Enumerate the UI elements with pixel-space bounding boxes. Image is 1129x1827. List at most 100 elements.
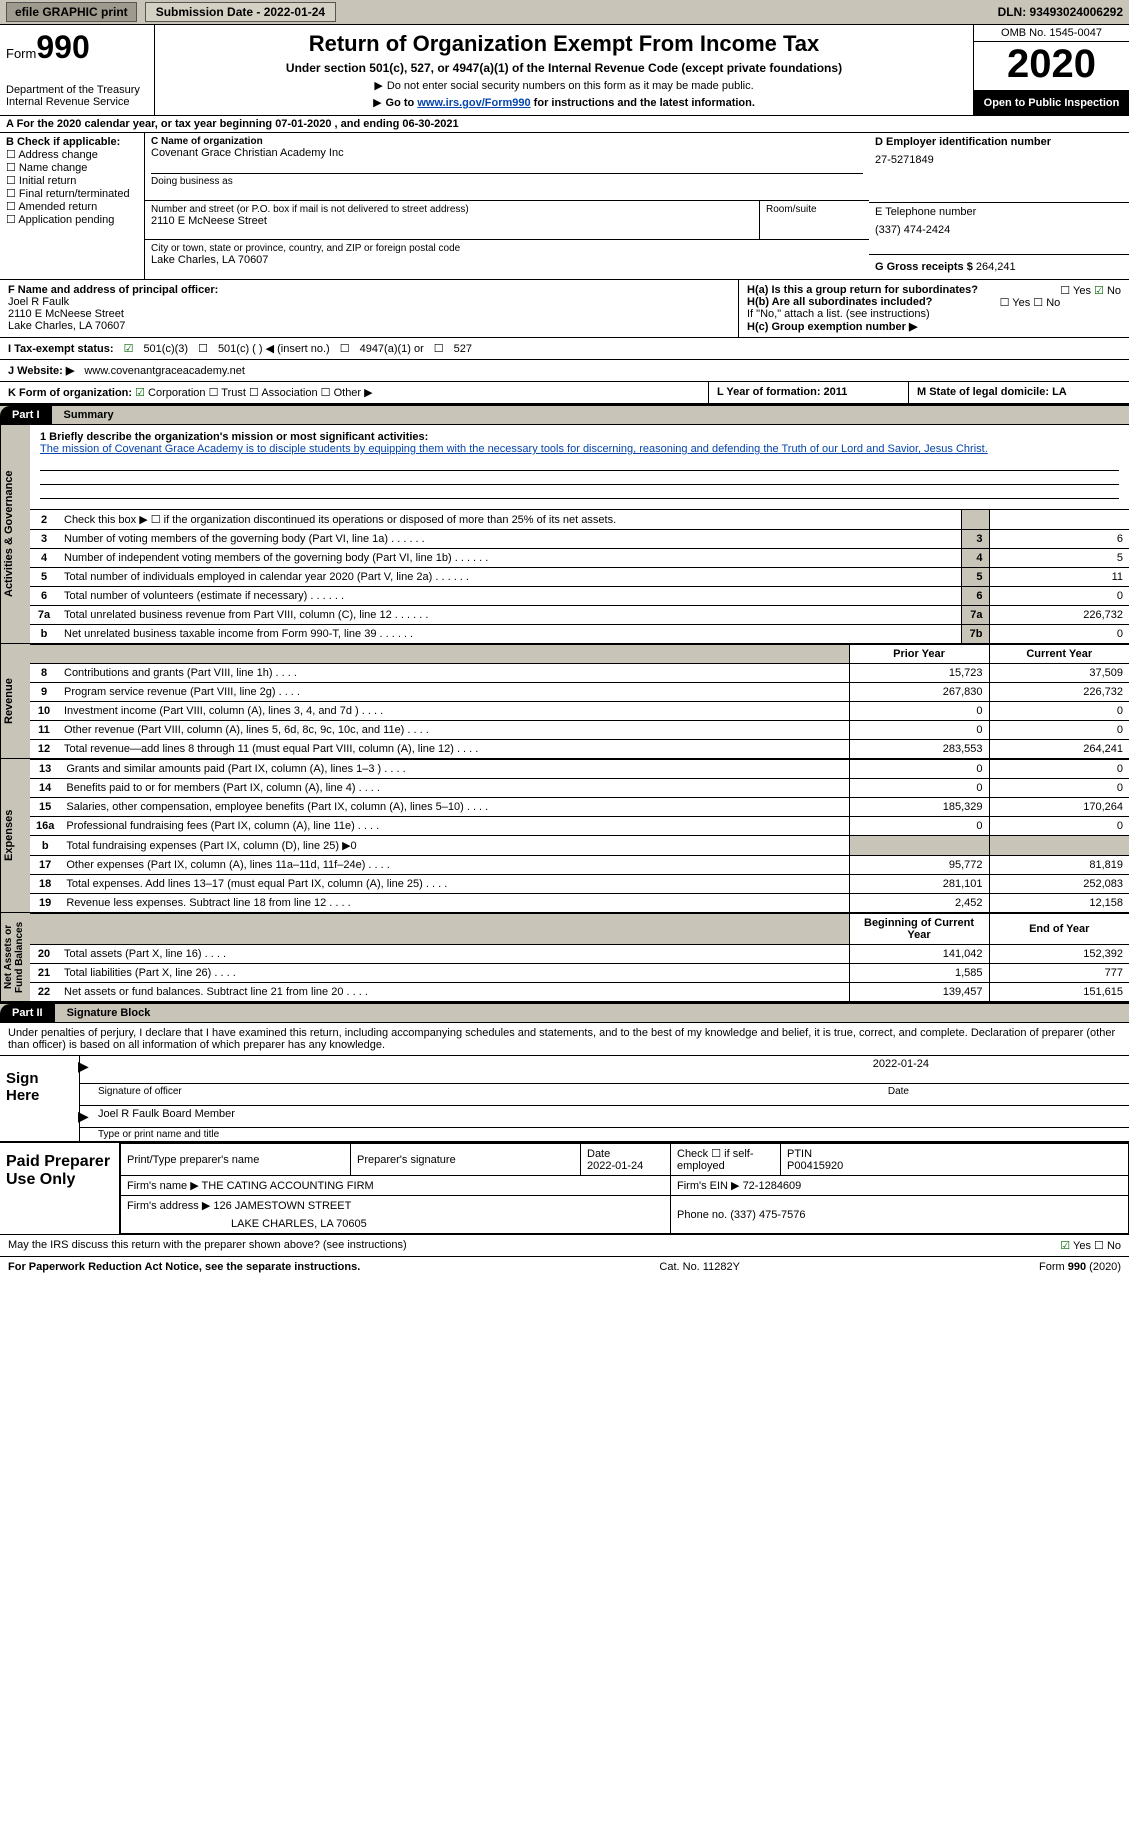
table-row: 2Check this box ▶ ☐ if the organization … bbox=[30, 510, 1129, 530]
efile-button[interactable]: efile GRAPHIC print bbox=[6, 2, 137, 22]
year-formation: L Year of formation: 2011 bbox=[709, 382, 909, 403]
check-application-pending[interactable]: Application pending bbox=[6, 213, 138, 226]
section-b-c-d: B Check if applicable: Address changeNam… bbox=[0, 133, 1129, 280]
website-value: www.covenantgraceacademy.net bbox=[84, 365, 245, 377]
vert-governance: Activities & Governance bbox=[0, 425, 30, 643]
cat-no: Cat. No. 11282Y bbox=[659, 1261, 740, 1273]
table-row: 12Total revenue—add lines 8 through 11 (… bbox=[30, 740, 1129, 759]
discuss-no-check[interactable] bbox=[1094, 1240, 1107, 1252]
note-1: Do not enter social security numbers on … bbox=[159, 79, 969, 92]
discuss-row: May the IRS discuss this return with the… bbox=[0, 1235, 1129, 1257]
part-ii-header: Part IISignature Block bbox=[0, 1003, 1129, 1023]
form-header: Form990 Department of the Treasury Inter… bbox=[0, 25, 1129, 116]
sig-date-value: 2022-01-24 bbox=[873, 1058, 929, 1070]
vert-expenses: Expenses bbox=[0, 759, 30, 912]
gross-receipts-value: 264,241 bbox=[976, 261, 1016, 273]
part-i-header: Part ISummary bbox=[0, 405, 1129, 425]
city-label: City or town, state or province, country… bbox=[151, 243, 863, 254]
section-f-h: F Name and address of principal officer:… bbox=[0, 280, 1129, 338]
officer-name: Joel R Faulk bbox=[8, 296, 730, 308]
phone-value: (337) 474-2424 bbox=[875, 224, 1123, 236]
firm-addr2-value: LAKE CHARLES, LA 70605 bbox=[121, 1215, 671, 1234]
submission-date-button[interactable]: Submission Date - 2022-01-24 bbox=[145, 2, 336, 22]
footer-row: For Paperwork Reduction Act Notice, see … bbox=[0, 1257, 1129, 1277]
officer-name-title: Joel R Faulk Board Member bbox=[98, 1108, 235, 1120]
hc-label: H(c) Group exemption number ▶ bbox=[747, 321, 917, 333]
sign-here-label: Sign Here bbox=[0, 1056, 80, 1141]
tax-year: 2020 bbox=[974, 42, 1129, 91]
street-label: Number and street (or P.O. box if mail i… bbox=[151, 204, 753, 215]
table-header-row: Beginning of Current YearEnd of Year bbox=[30, 914, 1129, 945]
ha-yes-check[interactable] bbox=[1060, 285, 1073, 297]
501c3-check[interactable] bbox=[124, 342, 134, 355]
room-suite: Room/suite bbox=[759, 201, 869, 240]
table-row: 16aProfessional fundraising fees (Part I… bbox=[30, 817, 1129, 836]
signature-declaration: Under penalties of perjury, I declare th… bbox=[0, 1023, 1129, 1055]
prep-date-value: 2022-01-24 bbox=[587, 1160, 643, 1172]
expenses-table: 13Grants and similar amounts paid (Part … bbox=[30, 759, 1129, 912]
check-initial-return[interactable]: Initial return bbox=[6, 174, 138, 187]
part-i-net-assets: Net Assets or Fund Balances Beginning of… bbox=[0, 913, 1129, 1003]
form-subtitle: Under section 501(c), 527, or 4947(a)(1)… bbox=[159, 61, 969, 75]
assoc-check[interactable] bbox=[249, 387, 261, 399]
hb-yes-check[interactable] bbox=[1000, 297, 1013, 309]
form-title: Return of Organization Exempt From Incom… bbox=[159, 31, 969, 57]
officer-csz: Lake Charles, LA 70607 bbox=[8, 320, 730, 332]
mission-block: 1 Briefly describe the organization's mi… bbox=[30, 425, 1129, 457]
corp-check[interactable] bbox=[135, 387, 148, 399]
table-row: 10Investment income (Part VIII, column (… bbox=[30, 702, 1129, 721]
discuss-yes-check[interactable] bbox=[1060, 1240, 1073, 1252]
table-row: 6Total number of volunteers (estimate if… bbox=[30, 587, 1129, 606]
check-amended-return[interactable]: Amended return bbox=[6, 200, 138, 213]
self-employed-check[interactable]: Check ☐ if self-employed bbox=[671, 1144, 781, 1176]
signature-block: Under penalties of perjury, I declare th… bbox=[0, 1023, 1129, 1142]
527-check[interactable] bbox=[434, 342, 444, 355]
street-value: 2110 E McNeese Street bbox=[151, 215, 753, 227]
dln-label: DLN: 93493024006292 bbox=[998, 5, 1123, 19]
pra-notice: For Paperwork Reduction Act Notice, see … bbox=[8, 1261, 360, 1273]
check-address-change[interactable]: Address change bbox=[6, 148, 138, 161]
top-bar: efile GRAPHIC print Submission Date - 20… bbox=[0, 0, 1129, 25]
4947-check[interactable] bbox=[340, 342, 350, 355]
ptin-value: P00415920 bbox=[787, 1160, 843, 1172]
city-value: Lake Charles, LA 70607 bbox=[151, 254, 863, 266]
vert-net-assets: Net Assets or Fund Balances bbox=[0, 913, 30, 1001]
table-row: 19Revenue less expenses. Subtract line 1… bbox=[30, 894, 1129, 913]
open-inspection: Open to Public Inspection bbox=[974, 91, 1129, 115]
other-check[interactable] bbox=[321, 387, 334, 399]
trust-check[interactable] bbox=[209, 387, 222, 399]
check-final-return-terminated[interactable]: Final return/terminated bbox=[6, 187, 138, 200]
form-number: Form990 bbox=[6, 29, 148, 66]
officer-street: 2110 E McNeese Street bbox=[8, 308, 730, 320]
phone-label: E Telephone number bbox=[875, 206, 976, 218]
revenue-table: Prior YearCurrent Year8Contributions and… bbox=[30, 644, 1129, 758]
table-row: 9Program service revenue (Part VIII, lin… bbox=[30, 683, 1129, 702]
table-row: 11Other revenue (Part VIII, column (A), … bbox=[30, 721, 1129, 740]
net-assets-table: Beginning of Current YearEnd of Year20To… bbox=[30, 913, 1129, 1001]
table-row: 22Net assets or fund balances. Subtract … bbox=[30, 983, 1129, 1002]
firm-ein-value: 72-1284609 bbox=[743, 1180, 802, 1192]
gross-receipts-label: G Gross receipts $ bbox=[875, 261, 973, 273]
type-name-label: Type or print name and title bbox=[80, 1128, 1129, 1141]
gov-link[interactable]: www.irs.gov/Form990 bbox=[417, 97, 530, 109]
row-k: K Form of organization: Corporation Trus… bbox=[0, 382, 1129, 405]
ein-label: D Employer identification number bbox=[875, 136, 1051, 148]
table-row: 13Grants and similar amounts paid (Part … bbox=[30, 760, 1129, 779]
note-2: Go to www.irs.gov/Form990 for instructio… bbox=[159, 96, 969, 109]
table-row: 4Number of independent voting members of… bbox=[30, 549, 1129, 568]
mission-text: The mission of Covenant Grace Academy is… bbox=[40, 443, 988, 455]
sig-date-label: Date bbox=[888, 1086, 909, 1097]
omb-number: OMB No. 1545-0047 bbox=[974, 25, 1129, 42]
blank-line bbox=[40, 471, 1119, 485]
check-name-change[interactable]: Name change bbox=[6, 161, 138, 174]
part-i-revenue: Revenue Prior YearCurrent Year8Contribut… bbox=[0, 644, 1129, 759]
firm-phone-value: (337) 475-7576 bbox=[730, 1209, 805, 1221]
part-i-expenses: Expenses 13Grants and similar amounts pa… bbox=[0, 759, 1129, 913]
table-row: bNet unrelated business taxable income f… bbox=[30, 625, 1129, 644]
ha-no-check[interactable] bbox=[1094, 285, 1107, 297]
table-row: 15Salaries, other compensation, employee… bbox=[30, 798, 1129, 817]
paid-preparer-block: Paid Preparer Use Only Print/Type prepar… bbox=[0, 1142, 1129, 1235]
hb-no-check[interactable] bbox=[1033, 297, 1046, 309]
501c-check[interactable] bbox=[198, 342, 208, 355]
table-row: 3Number of voting members of the governi… bbox=[30, 530, 1129, 549]
